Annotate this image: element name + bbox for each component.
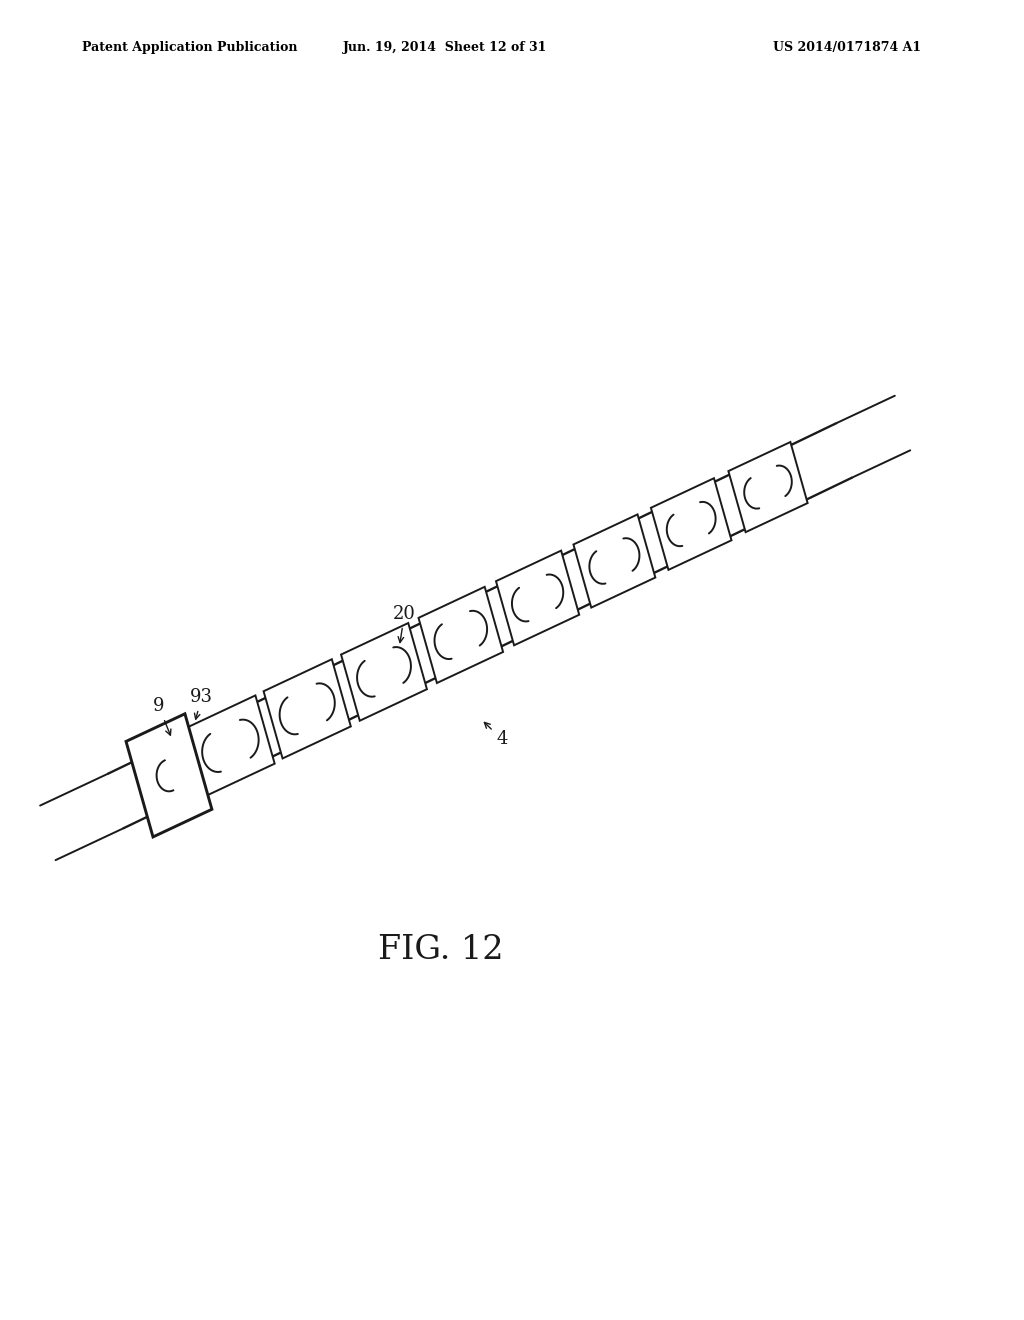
Polygon shape <box>496 550 580 645</box>
Text: 4: 4 <box>484 722 508 748</box>
Text: Patent Application Publication: Patent Application Publication <box>82 41 297 54</box>
Polygon shape <box>573 515 655 607</box>
Text: US 2014/0171874 A1: US 2014/0171874 A1 <box>773 41 922 54</box>
Polygon shape <box>263 659 351 759</box>
Polygon shape <box>728 442 808 532</box>
Polygon shape <box>651 478 731 570</box>
Text: Jun. 19, 2014  Sheet 12 of 31: Jun. 19, 2014 Sheet 12 of 31 <box>343 41 548 54</box>
Polygon shape <box>126 714 212 837</box>
Polygon shape <box>341 623 427 721</box>
Text: 20: 20 <box>393 605 416 643</box>
Polygon shape <box>186 696 274 796</box>
Text: 9: 9 <box>153 697 171 735</box>
Polygon shape <box>419 587 503 682</box>
Text: 93: 93 <box>190 688 213 719</box>
Text: FIG. 12: FIG. 12 <box>378 935 503 966</box>
